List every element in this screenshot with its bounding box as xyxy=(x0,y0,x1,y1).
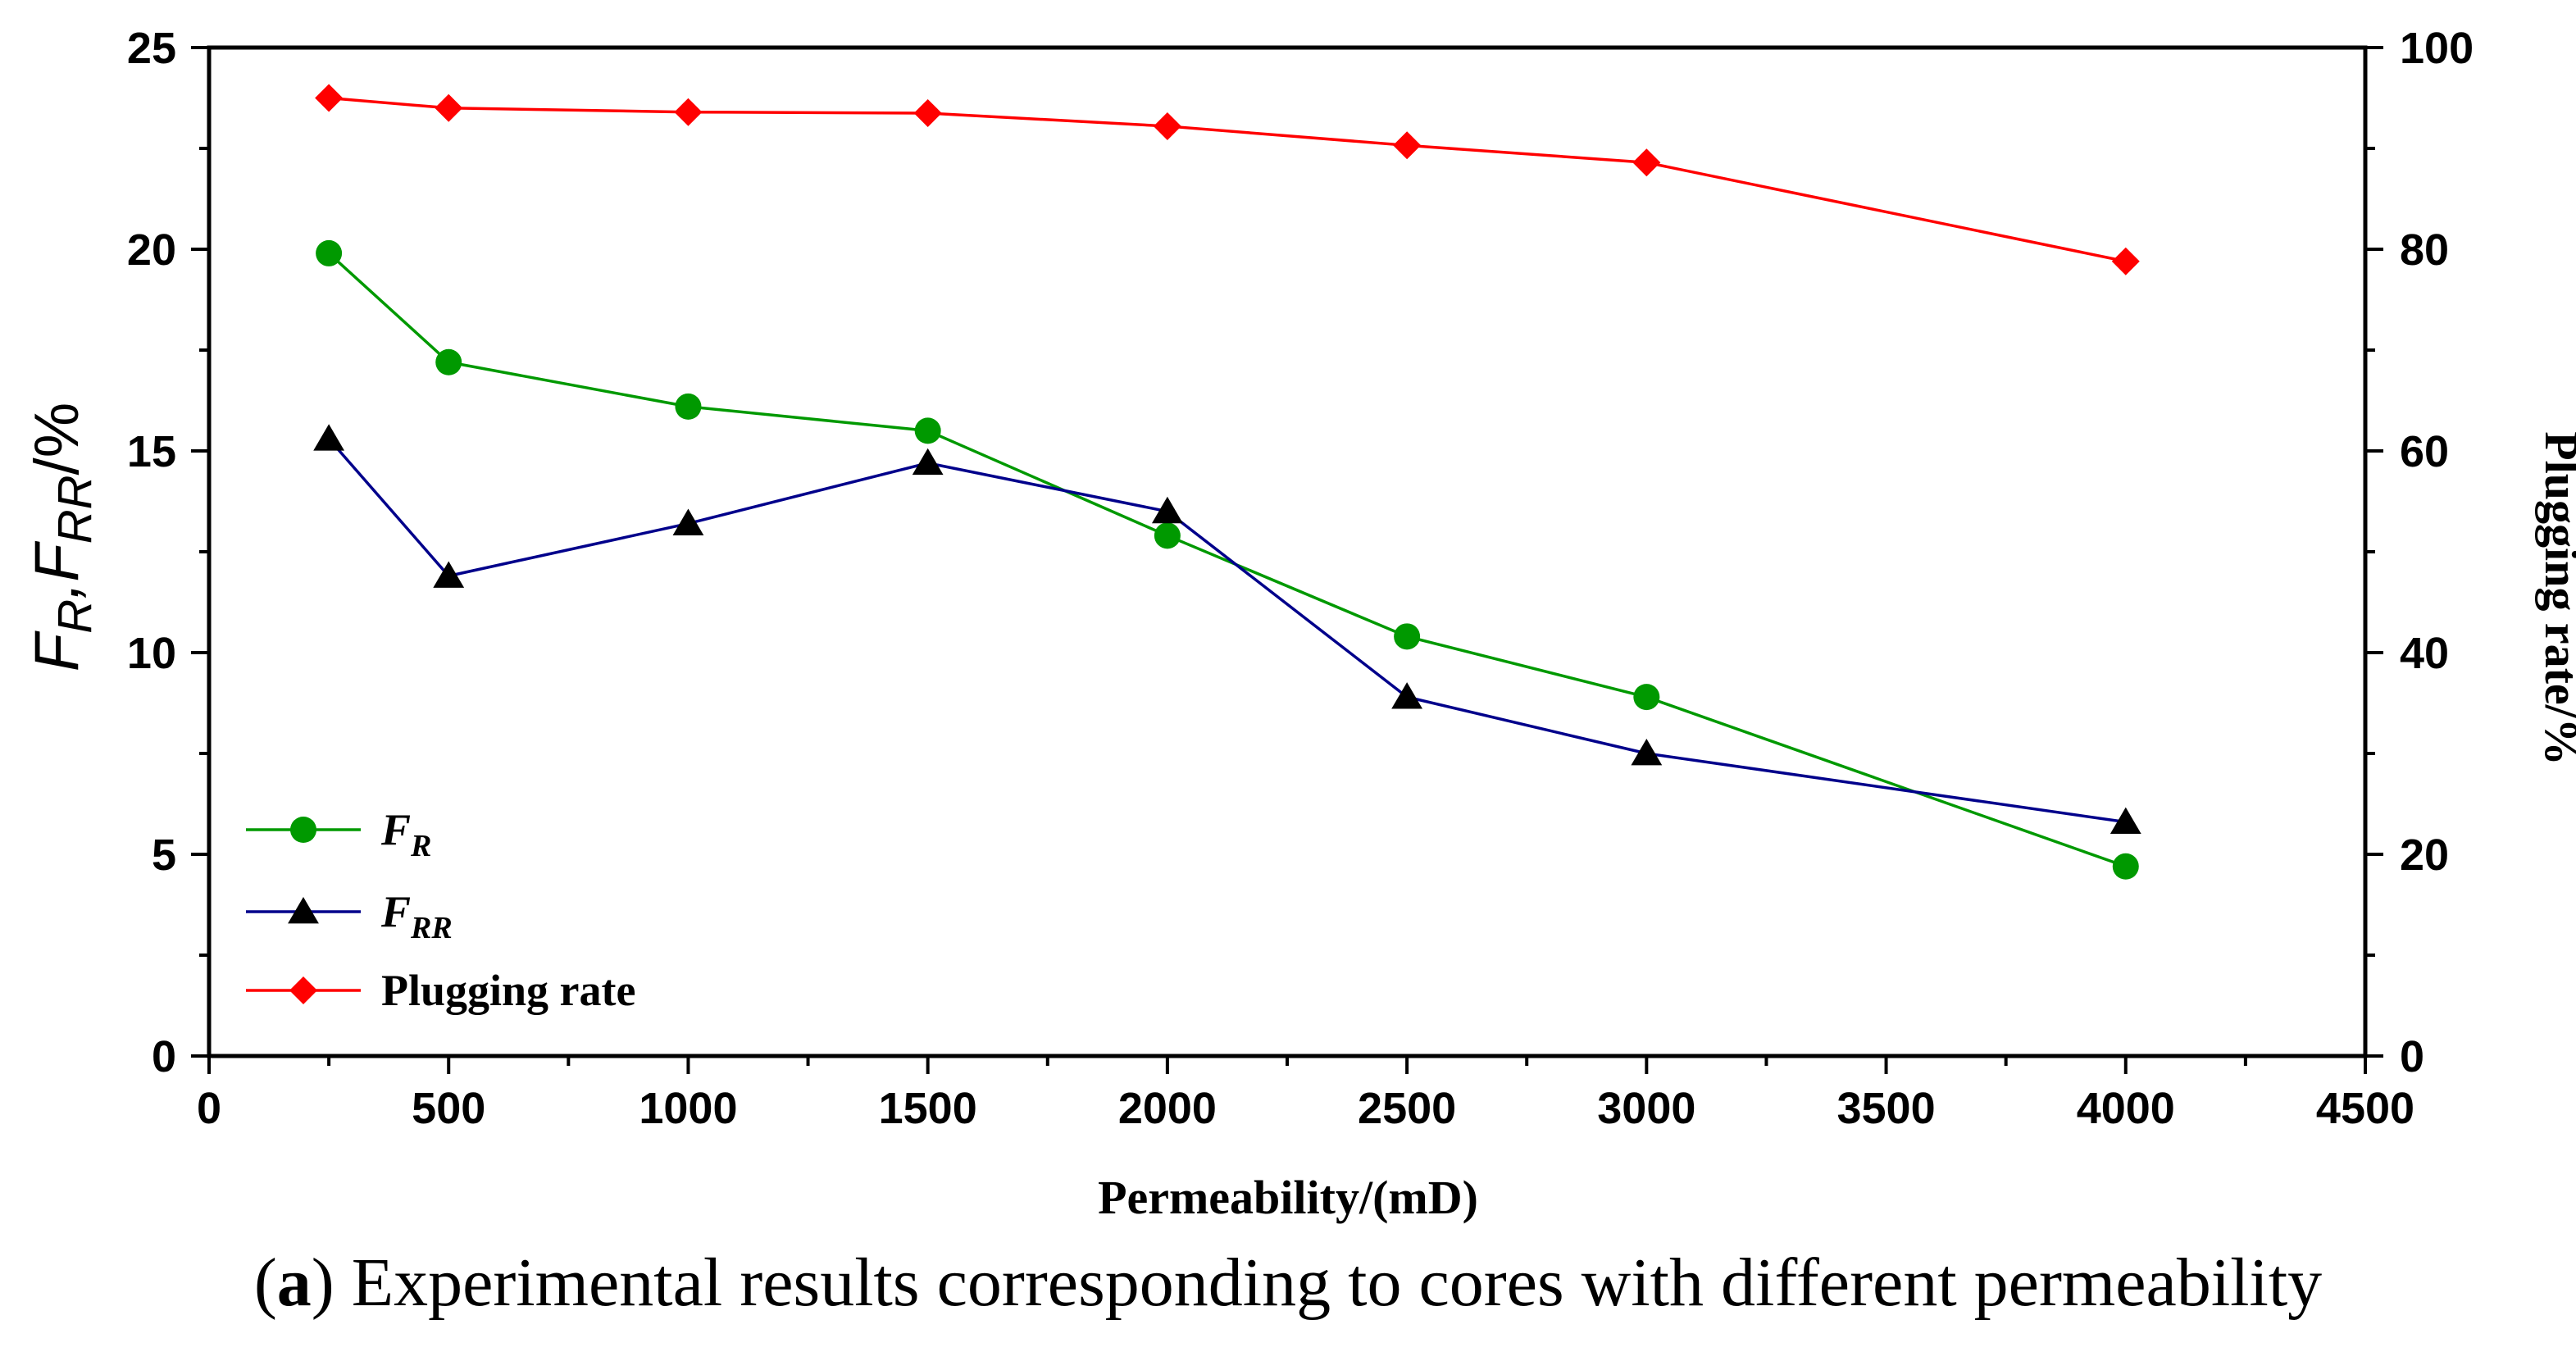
caption-close-paren: ) xyxy=(311,1245,335,1321)
y-right-tick-label: 60 xyxy=(2400,427,2449,476)
series-fr xyxy=(316,239,2139,880)
y-left-tick-label: 20 xyxy=(127,225,176,275)
y-left-title-f1: F xyxy=(22,630,92,671)
y-left-tick-label: 15 xyxy=(127,427,176,476)
x-tick-label: 500 xyxy=(412,1084,485,1133)
y-right-tick-label: 80 xyxy=(2400,225,2449,275)
x-tick-label: 1000 xyxy=(639,1084,737,1133)
series-line-frr xyxy=(327,438,2127,824)
plot-frame xyxy=(207,45,2368,1058)
data-point-plugging-rate xyxy=(674,98,703,126)
x-tick-label: 3000 xyxy=(1597,1084,1695,1133)
data-point-frr xyxy=(2109,807,2141,835)
data-point-frr xyxy=(1631,739,1663,766)
series-plugging-rate xyxy=(315,84,2140,275)
x-tick-label: 2500 xyxy=(1358,1084,1456,1133)
legend-marker-fr xyxy=(290,817,316,843)
data-point-frr xyxy=(313,424,345,451)
legend-label-fr: FR xyxy=(380,805,431,863)
data-point-fr xyxy=(1154,522,1181,549)
x-tick-label: 3500 xyxy=(1836,1084,1935,1133)
legend-marker-frr xyxy=(288,897,319,924)
y-left-tick-label: 25 xyxy=(127,24,176,73)
data-point-fr xyxy=(316,239,343,266)
legend-marker-plugging-rate xyxy=(289,976,317,1004)
data-point-fr xyxy=(435,348,462,375)
data-point-plugging-rate xyxy=(315,84,344,112)
data-point-fr xyxy=(1394,623,1421,650)
x-tick-label: 0 xyxy=(197,1084,221,1133)
x-axis-title: Permeability/(mD) xyxy=(1098,1171,1478,1224)
legend-label-plugging-rate: Plugging rate xyxy=(381,966,635,1015)
data-point-plugging-rate xyxy=(1153,112,1181,140)
series-layer xyxy=(313,84,2141,880)
series-line-fr xyxy=(327,252,2127,868)
series-frr xyxy=(313,424,2141,835)
axes: 0 500 1000 1500 2000 2500 3000 3500 4000 45000510… xyxy=(127,24,2474,1133)
y-left-title-f2: F xyxy=(22,541,92,582)
caption-label: a xyxy=(276,1245,312,1321)
y-right-tick-label: 40 xyxy=(2400,629,2449,678)
y-left-title-sub1: R xyxy=(48,599,102,634)
y-left-title-comma: , xyxy=(22,582,92,599)
data-point-plugging-rate xyxy=(435,93,463,122)
data-point-frr xyxy=(672,508,704,535)
figure-caption: (a) Experimental results corresponding t… xyxy=(0,1234,2576,1332)
y-left-tick-label: 10 xyxy=(127,629,176,678)
x-tick-label: 2000 xyxy=(1118,1084,1217,1133)
y-left-title-unit: /% xyxy=(22,403,92,476)
data-point-fr xyxy=(1633,684,1660,711)
y-right-tick-label: 0 xyxy=(2400,1032,2424,1081)
data-point-plugging-rate xyxy=(913,98,942,127)
data-point-plugging-rate xyxy=(2111,247,2140,275)
caption-text: Experimental results corresponding to co… xyxy=(334,1245,2323,1321)
data-point-frr xyxy=(1151,496,1183,524)
data-point-fr xyxy=(675,393,702,420)
y-right-tick-label: 20 xyxy=(2400,831,2449,880)
chart: 0 500 1000 1500 2000 2500 3000 3500 4000 45000510… xyxy=(22,24,2576,1224)
caption-open-paren: ( xyxy=(253,1245,277,1321)
y-right-axis-title: Plugging rate/% xyxy=(2535,431,2576,766)
x-tick-label: 4000 xyxy=(2077,1084,2175,1133)
y-left-title-sub2: RR xyxy=(48,476,102,544)
x-tick-label: 1500 xyxy=(879,1084,977,1133)
x-tick-label: 4500 xyxy=(2316,1084,2414,1133)
data-point-frr xyxy=(433,561,465,588)
data-point-frr xyxy=(912,448,944,476)
series-line-plugging-rate xyxy=(328,96,2127,263)
legend-label-frr: FRR xyxy=(380,887,453,945)
y-right-tick-label: 100 xyxy=(2400,24,2474,73)
legend: FR FRR Plugging rate xyxy=(246,805,635,1015)
y-left-tick-label: 5 xyxy=(152,831,176,880)
data-point-plugging-rate xyxy=(1632,148,1661,177)
y-left-tick-label: 0 xyxy=(152,1032,176,1081)
data-point-fr xyxy=(2112,853,2139,880)
data-point-frr xyxy=(1391,682,1423,709)
data-point-fr xyxy=(914,417,941,444)
y-left-axis-title: FR,FRR/% xyxy=(22,403,102,671)
data-point-plugging-rate xyxy=(1393,131,1422,160)
